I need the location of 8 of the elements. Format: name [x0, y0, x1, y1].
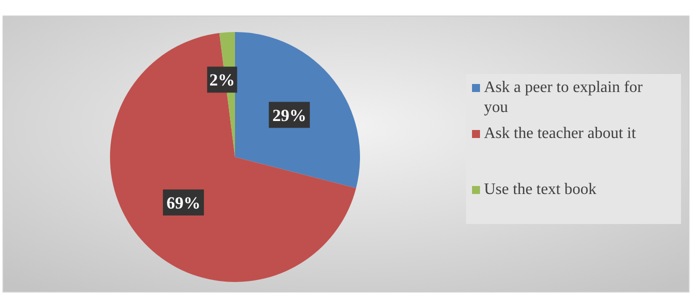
legend-label: Ask a peer to explain for you — [484, 79, 644, 116]
legend-label: Use the text book — [484, 181, 596, 198]
data-label: 29% — [272, 106, 306, 125]
data-label: 2% — [209, 70, 235, 90]
legend-label: Ask the teacher about it — [484, 125, 636, 142]
pie-slice — [110, 32, 356, 282]
pie-slice — [235, 32, 360, 188]
data-label: 69% — [166, 193, 200, 212]
